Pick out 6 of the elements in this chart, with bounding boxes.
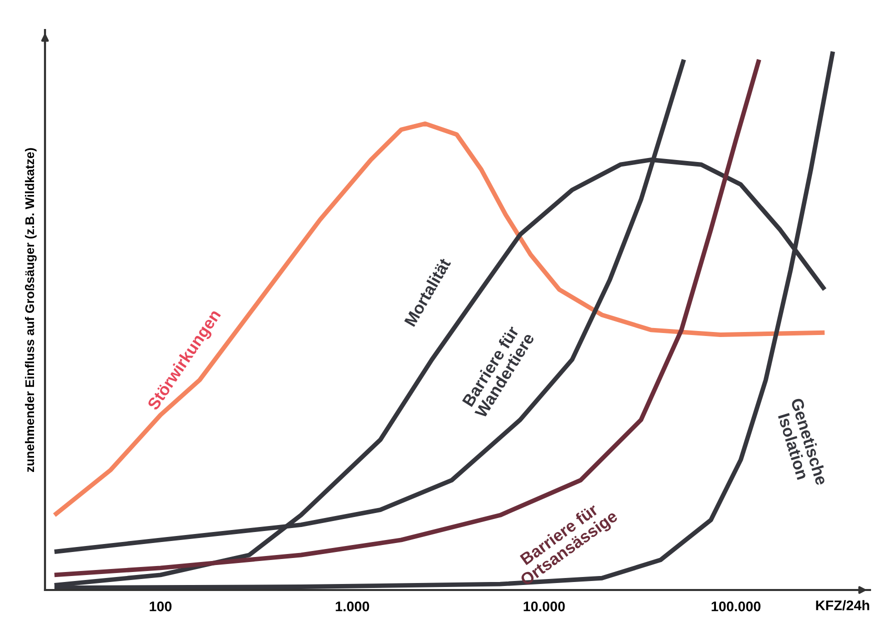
x-axis-title: KFZ/24h [816, 600, 870, 610]
y-axis-title: zunehmender Einfluss auf Großsäuger (z.B. Wildkatze) [24, 148, 37, 472]
x-tick-label: 1.000 [336, 601, 370, 612]
x-tick-label: 10.000 [524, 601, 565, 612]
x-tick-label: 100.000 [712, 601, 760, 612]
x-tick-label: 100 [150, 601, 172, 612]
